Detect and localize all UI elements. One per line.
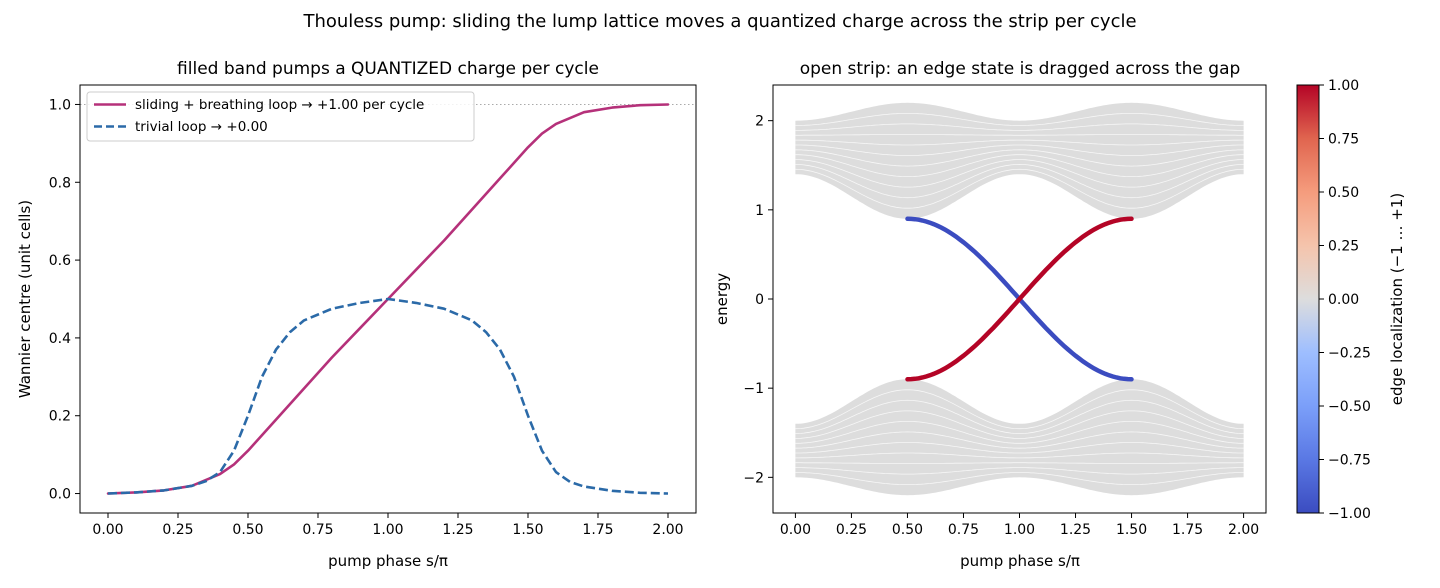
y-tick-label: −2 (743, 470, 764, 486)
colorbar-ticks: 1.00 0.75 0.50 0.25 0.00 −0.25 −0.50 −0.75 −1.00 (1319, 78, 1371, 522)
x-tick-label: 2.00 (652, 522, 683, 538)
x-tick-label: 0.75 (948, 522, 979, 538)
upper-band-level (795, 139, 1244, 146)
y-tick-label: 1 (755, 203, 764, 219)
figure-suptitle: Thouless pump: sliding the lump lattice … (302, 11, 1136, 32)
colorbar-tick-label: −0.25 (1328, 346, 1371, 362)
x-tick-label: 1.75 (1172, 522, 1203, 538)
x-tick-label: 2.00 (1228, 522, 1259, 538)
lower-band-level (795, 467, 1244, 475)
upper-band-level (795, 123, 1244, 131)
colorbar-gradient (1296, 84, 1320, 514)
left-legend: sliding + breathing loop → +1.00 per cyc… (86, 91, 475, 142)
left-y-ticks: 0.0 0.2 0.4 0.6 0.8 1.0 (49, 97, 80, 503)
colorbar-tick-label: 0.75 (1328, 132, 1359, 148)
left-x-ticks: 0.00 0.25 0.50 0.75 1.00 1.25 1.50 1.75 2.00 (92, 513, 684, 538)
y-tick-label: 0.2 (49, 409, 71, 425)
x-tick-label: 1.50 (512, 522, 543, 538)
x-tick-label: 0.50 (232, 522, 263, 538)
x-tick-label: 0.25 (162, 522, 193, 538)
x-tick-label: 0.75 (302, 522, 333, 538)
right-y-axis-label: energy (713, 273, 731, 325)
right-panel: open strip: an edge state is dragged acr… (713, 59, 1267, 570)
lower-band-level (795, 421, 1244, 444)
y-tick-label: 2 (755, 114, 764, 130)
left-x-axis-label: pump phase s/π (328, 552, 448, 570)
legend-box (86, 91, 475, 142)
y-tick-label: 0.0 (49, 487, 71, 503)
colorbar-tick-label: 0.00 (1328, 292, 1359, 308)
lower-band-level (795, 452, 1244, 459)
legend-label-trivial: trivial loop → +0.00 (135, 119, 268, 135)
upper-band-level (795, 134, 1244, 136)
colorbar-tick-label: 0.25 (1328, 239, 1359, 255)
colorbar-tick-label: −0.75 (1328, 453, 1371, 469)
y-tick-label: 1.0 (49, 97, 71, 113)
upper-energy-band (795, 102, 1244, 219)
upper-band-level (795, 113, 1244, 126)
series-line-trivial (107, 297, 669, 495)
right-x-axis-label: pump phase s/π (960, 552, 1080, 570)
colorbar-label: edge localization (−1 … +1) (1388, 193, 1406, 405)
lower-energy-band (795, 379, 1244, 496)
left-panel: filled band pumps a QUANTIZED charge per… (16, 59, 697, 570)
x-tick-label: 1.25 (442, 522, 473, 538)
x-tick-label: 0.00 (780, 522, 811, 538)
lower-band-level (795, 389, 1244, 430)
x-tick-label: 1.00 (1004, 522, 1035, 538)
colorbar-tick-label: 1.00 (1328, 78, 1359, 94)
lower-band-level (795, 410, 1244, 439)
edge-state-right (905, 216, 1134, 382)
upper-band-level (795, 159, 1244, 188)
energy-bands (795, 102, 1244, 496)
x-tick-label: 1.25 (1060, 522, 1091, 538)
left-series-group (106, 103, 670, 495)
lower-band-level (795, 472, 1244, 485)
y-tick-label: −1 (743, 381, 764, 397)
upper-band-level (795, 149, 1244, 167)
colorbar: 1.00 0.75 0.50 0.25 0.00 −0.25 −0.50 −0.75 −1.00… (1296, 78, 1406, 522)
lower-band-level (795, 462, 1244, 464)
x-tick-label: 1.75 (582, 522, 613, 538)
right-panel-title: open strip: an edge state is dragged acr… (800, 59, 1241, 79)
x-tick-label: 1.50 (1116, 522, 1147, 538)
upper-band-level (795, 163, 1244, 199)
y-tick-label: 0.4 (49, 331, 71, 347)
legend-label-sliding: sliding + breathing loop → +1.00 per cyc… (135, 97, 424, 113)
upper-band-level (795, 168, 1244, 209)
y-tick-label: 0 (755, 292, 764, 308)
upper-band-level (795, 154, 1244, 177)
y-tick-label: 0.6 (49, 253, 71, 269)
y-tick-label: 0.8 (49, 175, 71, 191)
x-tick-label: 1.00 (372, 522, 403, 538)
right-y-ticks: −2 −1 0 1 2 (743, 114, 773, 486)
colorbar-tick-label: −1.00 (1328, 506, 1371, 522)
lower-band-level (795, 442, 1244, 454)
x-tick-label: 0.50 (892, 522, 923, 538)
right-x-ticks: 0.00 0.25 0.50 0.75 1.00 1.25 1.50 1.75 2.00 (780, 513, 1259, 538)
left-panel-title: filled band pumps a QUANTIZED charge per… (177, 59, 599, 79)
left-y-axis-label: Wannier centre (unit cells) (16, 200, 34, 398)
colorbar-tick-label: 0.50 (1328, 185, 1359, 201)
band-level-lines (795, 113, 1244, 485)
lower-band-level (795, 431, 1244, 449)
x-tick-label: 0.25 (836, 522, 867, 538)
colorbar-tick-label: −0.50 (1328, 399, 1371, 415)
right-plot-area (795, 102, 1244, 496)
x-tick-label: 0.00 (92, 522, 123, 538)
lower-band-level (795, 399, 1244, 435)
edge-state-curves (905, 216, 1134, 382)
upper-band-level (795, 144, 1244, 156)
